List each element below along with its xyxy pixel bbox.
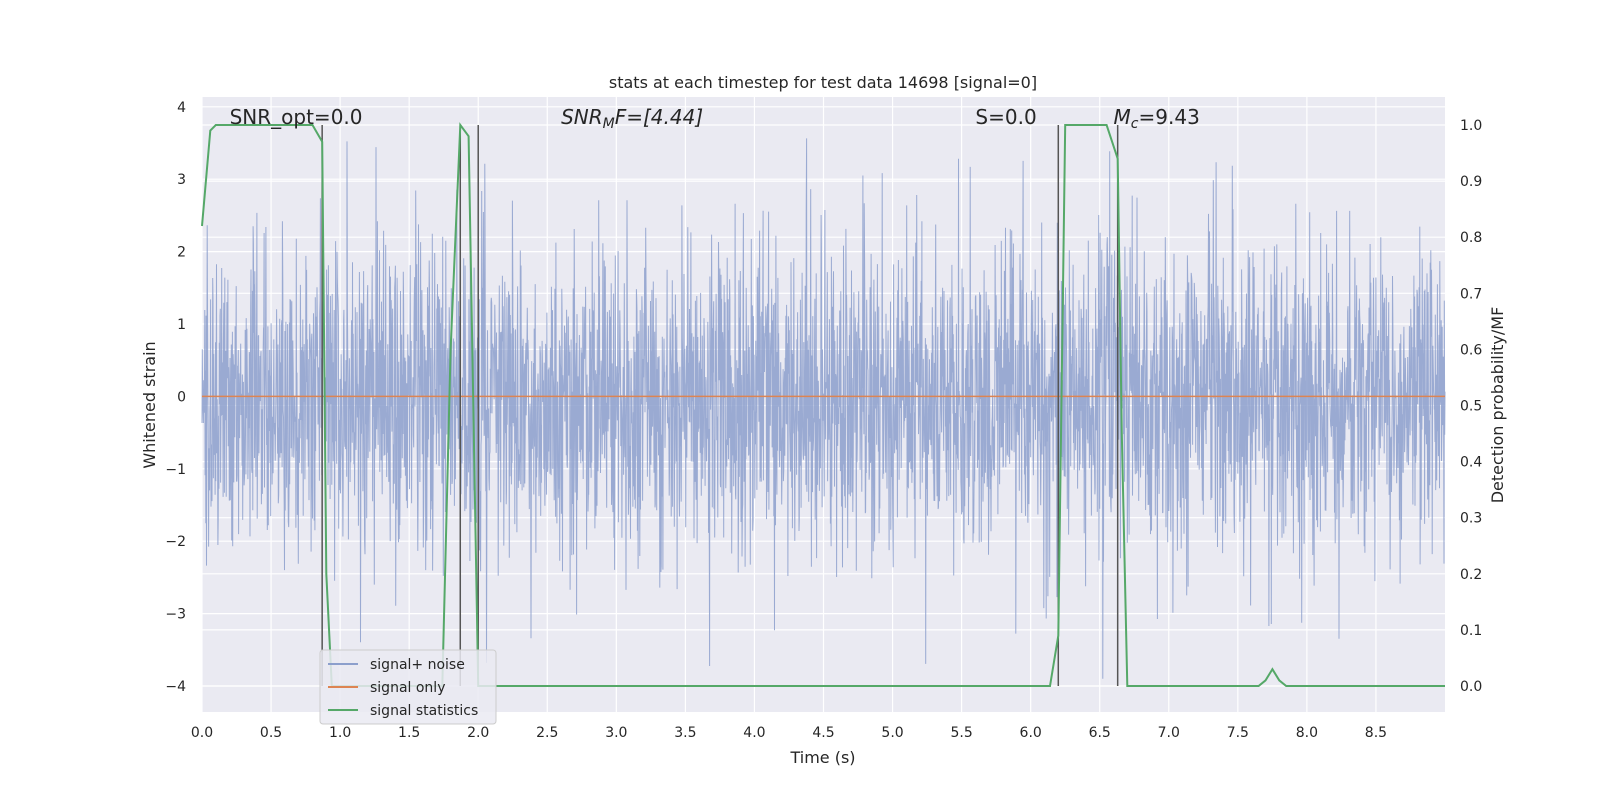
y2-tick-label: 0.0 [1460, 679, 1482, 695]
x-axis-label: Time (s) [789, 748, 855, 767]
annotation: S=0.0 [975, 105, 1036, 129]
y-tick-label: 0 [177, 389, 186, 405]
y2-tick-label: 0.5 [1460, 399, 1482, 415]
x-tick-label: 0.5 [260, 725, 282, 741]
legend-label-signal-plus-noise: signal+ noise [370, 657, 465, 673]
x-tick-label: 7.5 [1227, 725, 1249, 741]
tick-labels: 0.0 0.5 1.0 1.5 2.0 2.5 3.0 3.5 4.0 4.5 5.0 5.5 6.0 6… [165, 100, 1482, 741]
annotation: SNR_opt=0.0 [230, 105, 363, 129]
x-tick-label: 1.0 [329, 725, 351, 741]
y-tick-label: −2 [165, 534, 186, 550]
y-tick-label: 3 [177, 172, 186, 188]
line-signal-plus-noise [201, 138, 1446, 679]
x-tick-label: 2.0 [467, 725, 489, 741]
x-tick-label: 3.5 [674, 725, 696, 741]
x-tick-label: 2.5 [536, 725, 558, 741]
y2-tick-label: 1.0 [1460, 118, 1482, 134]
y-axis-label: Whitened strain [140, 341, 159, 468]
annotation: SNRMF=[4.44] [561, 105, 703, 132]
y-tick-label: −4 [165, 679, 186, 695]
y-tick-label: 2 [177, 245, 186, 261]
x-tick-label: 5.0 [881, 725, 903, 741]
y2-tick-label: 0.3 [1460, 511, 1482, 527]
series-signal-plus-noise [201, 138, 1446, 679]
y2-tick-label: 0.1 [1460, 623, 1482, 639]
x-tick-label: 1.5 [398, 725, 420, 741]
y-tick-label: 1 [177, 317, 186, 333]
annotation: Mc=9.43 [1114, 105, 1200, 132]
y2-tick-label: 0.8 [1460, 230, 1482, 246]
x-tick-label: 4.0 [743, 725, 765, 741]
y2-tick-label: 0.9 [1460, 174, 1482, 190]
annotations: SNR_opt=0.0 SNRMF=[4.44] S=0.0 Mc=9.43 [230, 105, 1200, 132]
x-tick-label: 5.5 [950, 725, 972, 741]
y2-tick-label: 0.4 [1460, 455, 1482, 471]
series-signal-statistics [201, 122, 1445, 687]
x-tick-label: 8.0 [1296, 725, 1318, 741]
x-tick-label: 0.0 [191, 725, 213, 741]
line-signal-statistics [201, 122, 1445, 687]
x-tick-label: 6.0 [1020, 725, 1042, 741]
legend-label-signal-statistics: signal statistics [370, 703, 478, 719]
y2-tick-label: 0.2 [1460, 567, 1482, 583]
y-tick-label: −3 [165, 607, 186, 623]
y-tick-label: 4 [177, 100, 186, 116]
y2-tick-label: 0.6 [1460, 342, 1482, 358]
y2-tick-label: 0.7 [1460, 286, 1482, 302]
x-tick-label: 6.5 [1089, 725, 1111, 741]
y-tick-label: −1 [165, 462, 186, 478]
legend: signal+ noise signal only signal statist… [319, 649, 497, 725]
legend-box [319, 649, 497, 725]
y2-axis-label: Detection probability/MF [1488, 307, 1507, 504]
legend-label-signal-only: signal only [370, 680, 445, 696]
x-tick-label: 7.0 [1158, 725, 1180, 741]
chart-title: stats at each timestep for test data 146… [609, 73, 1037, 92]
x-tick-label: 4.5 [812, 725, 834, 741]
x-tick-label: 8.5 [1365, 725, 1387, 741]
x-tick-label: 3.0 [605, 725, 627, 741]
